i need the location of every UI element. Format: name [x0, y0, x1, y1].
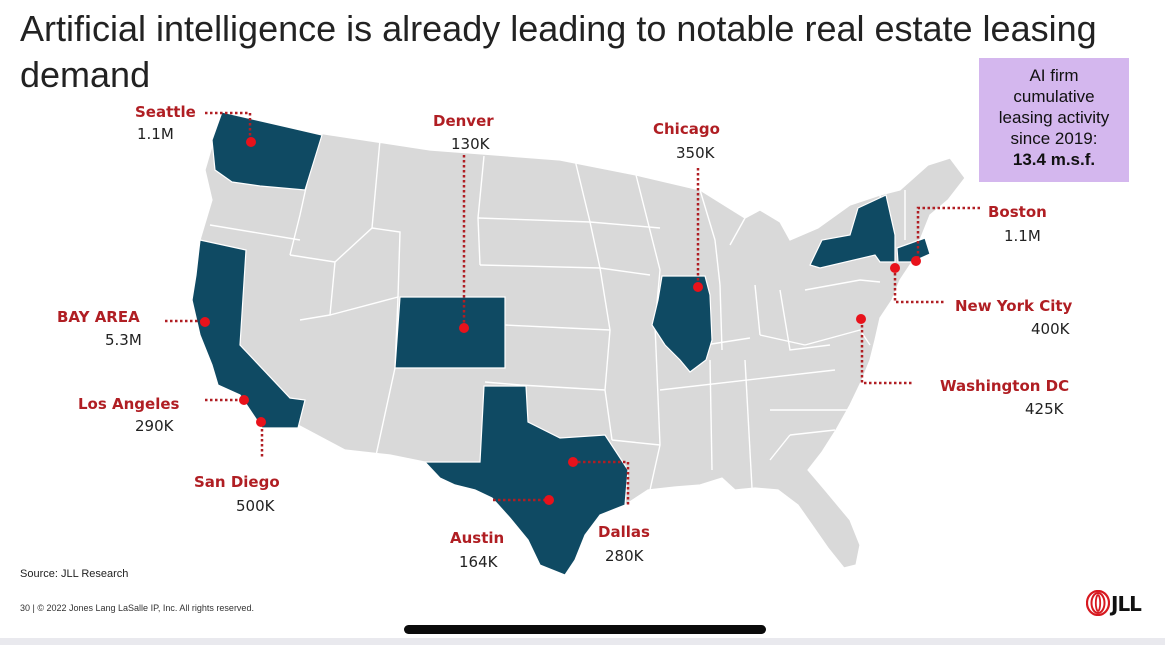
- source-note: Source: JLL Research: [20, 568, 129, 580]
- city-value-new-york-city: 400K: [1031, 320, 1071, 338]
- city-name-chicago: Chicago: [653, 120, 720, 138]
- marker-new-york-city: [890, 263, 900, 273]
- city-name-boston: Boston: [988, 203, 1047, 221]
- state-washington: [211, 111, 323, 191]
- leader-lines: [165, 111, 980, 505]
- city-name-san-diego: San Diego: [194, 473, 280, 491]
- callout-total: 13.4 m.s.f.: [1012, 150, 1096, 169]
- city-value-denver: 130K: [451, 135, 491, 153]
- city-value-austin: 164K: [459, 553, 499, 571]
- state-colorado: [394, 296, 506, 369]
- city-name-bay-area: BAY AREA: [57, 308, 140, 326]
- marker-los-angeles: [239, 395, 249, 405]
- us-mainland-outline: [191, 111, 966, 576]
- state-texas: [423, 385, 629, 576]
- city-name-seattle: Seattle: [135, 103, 196, 121]
- city-value-san-diego: 500K: [236, 497, 276, 515]
- city-value-dallas: 280K: [605, 547, 645, 565]
- city-value-bay-area: 5.3M: [105, 331, 142, 349]
- callout-line-3: leasing activity: [998, 108, 1110, 127]
- city-value-los-angeles: 290K: [135, 417, 175, 435]
- marker-washington-dc: [856, 314, 866, 324]
- marker-austin: [544, 495, 554, 505]
- city-name-los-angeles: Los Angeles: [78, 395, 180, 413]
- city-name-dallas: Dallas: [598, 523, 650, 541]
- jll-logo: JLL: [1086, 590, 1156, 616]
- city-value-seattle: 1.1M: [137, 125, 174, 143]
- bottom-band: [0, 638, 1165, 645]
- city-name-austin: Austin: [450, 529, 504, 547]
- city-labels: Seattle 1.1M BAY AREA 5.3M Los Angeles 2…: [57, 103, 1073, 571]
- state-massachusetts: [896, 237, 931, 263]
- callout-line-1: AI firm: [1029, 66, 1079, 85]
- marker-seattle: [246, 137, 256, 147]
- callout-line-4: since 2019:: [1010, 129, 1098, 148]
- slide-title: Artificial intelligence is already leadi…: [20, 8, 1097, 95]
- city-value-chicago: 350K: [676, 144, 716, 162]
- marker-san-diego: [256, 417, 266, 427]
- marker-bay-area: [200, 317, 210, 327]
- total-leasing-callout: AI firm cumulative leasing activity sinc…: [979, 58, 1129, 182]
- city-value-washington-dc: 425K: [1025, 400, 1065, 418]
- state-new-york: [809, 194, 896, 269]
- city-name-denver: Denver: [433, 112, 494, 130]
- city-markers: [200, 137, 921, 505]
- callout-line-2: cumulative: [1013, 87, 1095, 106]
- marker-boston: [911, 256, 921, 266]
- city-name-washington-dc: Washington DC: [940, 377, 1069, 395]
- state-illinois: [651, 275, 713, 373]
- jll-logo-text: JLL: [1111, 592, 1142, 616]
- city-value-boston: 1.1M: [1004, 227, 1041, 245]
- marker-chicago: [693, 282, 703, 292]
- footer-copyright: 30 | © 2022 Jones Lang LaSalle IP, Inc. …: [20, 603, 254, 613]
- state-california: [191, 239, 306, 429]
- jll-logo-mark-icon: [1086, 590, 1110, 616]
- marker-denver: [459, 323, 469, 333]
- city-name-new-york-city: New York City: [955, 297, 1073, 315]
- marker-dallas: [568, 457, 578, 467]
- home-indicator[interactable]: [404, 625, 766, 634]
